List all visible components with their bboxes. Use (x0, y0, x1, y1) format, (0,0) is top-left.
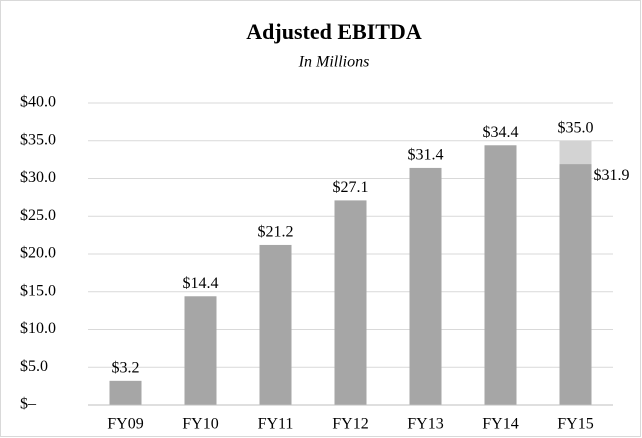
value-label: $31.9 (594, 167, 630, 184)
bar (409, 167, 442, 405)
value-label: $34.4 (483, 124, 519, 141)
x-tick-label: FY13 (407, 416, 443, 433)
x-tick-label: FY11 (258, 416, 294, 433)
y-tick-label: $40.0 (20, 94, 56, 111)
bar (484, 145, 517, 405)
y-tick-label: $5.0 (20, 358, 48, 375)
y-tick-label: $25.0 (20, 207, 56, 224)
x-tick-label: FY15 (557, 416, 593, 433)
value-label: $3.2 (112, 360, 140, 377)
value-label: $35.0 (558, 119, 594, 136)
x-tick-label: FY10 (182, 416, 218, 433)
bar (259, 244, 292, 405)
chart-title: Adjusted EBITDA (246, 19, 422, 44)
x-tick-label: FY12 (332, 416, 368, 433)
bar (334, 200, 367, 405)
y-tick-label: $10.0 (20, 320, 56, 337)
value-label: $14.4 (183, 275, 219, 292)
y-tick-label: $30.0 (20, 169, 56, 186)
bar (109, 380, 142, 405)
x-tick-label: FY09 (107, 416, 143, 433)
bar (559, 164, 592, 405)
bar (184, 296, 217, 405)
y-tick-label: $20.0 (20, 245, 56, 262)
value-label: $27.1 (333, 179, 369, 196)
x-tick-label: FY14 (482, 416, 518, 433)
value-label: $31.4 (408, 147, 444, 164)
value-label: $21.2 (258, 224, 294, 241)
y-tick-label: $35.0 (20, 131, 56, 148)
chart-subtitle: In Millions (298, 54, 370, 71)
y-tick-label: $15.0 (20, 282, 56, 299)
y-tick-label: $– (20, 396, 37, 413)
